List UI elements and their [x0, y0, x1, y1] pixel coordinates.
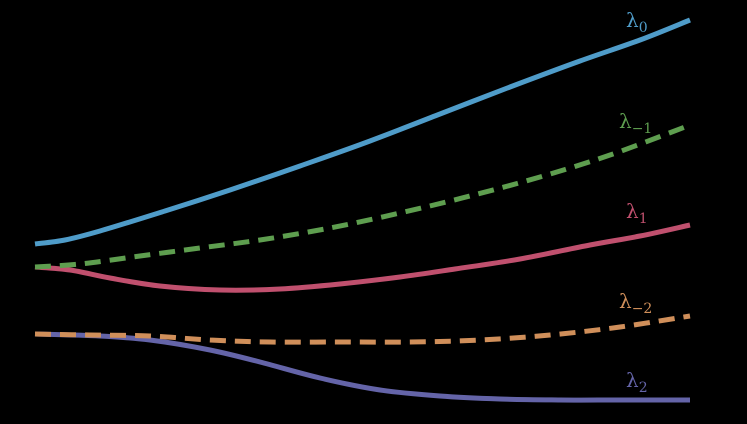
label-lambda-minus-2: λ−2 — [619, 289, 653, 317]
label-lambda-1: λ1 — [626, 199, 648, 227]
curve-group — [34, 17, 691, 403]
curve-lambda-minus-2 — [34, 313, 691, 345]
label-lambda-2: λ2 — [626, 368, 648, 396]
curve-lambda-0 — [34, 17, 691, 247]
label-lambda-0: λ0 — [626, 8, 648, 36]
curve-lambda-minus-1 — [34, 124, 686, 270]
label-lambda-minus-1: λ−1 — [619, 109, 653, 137]
curve-lambda-1 — [34, 222, 691, 293]
curve-lambda-2 — [34, 331, 690, 403]
